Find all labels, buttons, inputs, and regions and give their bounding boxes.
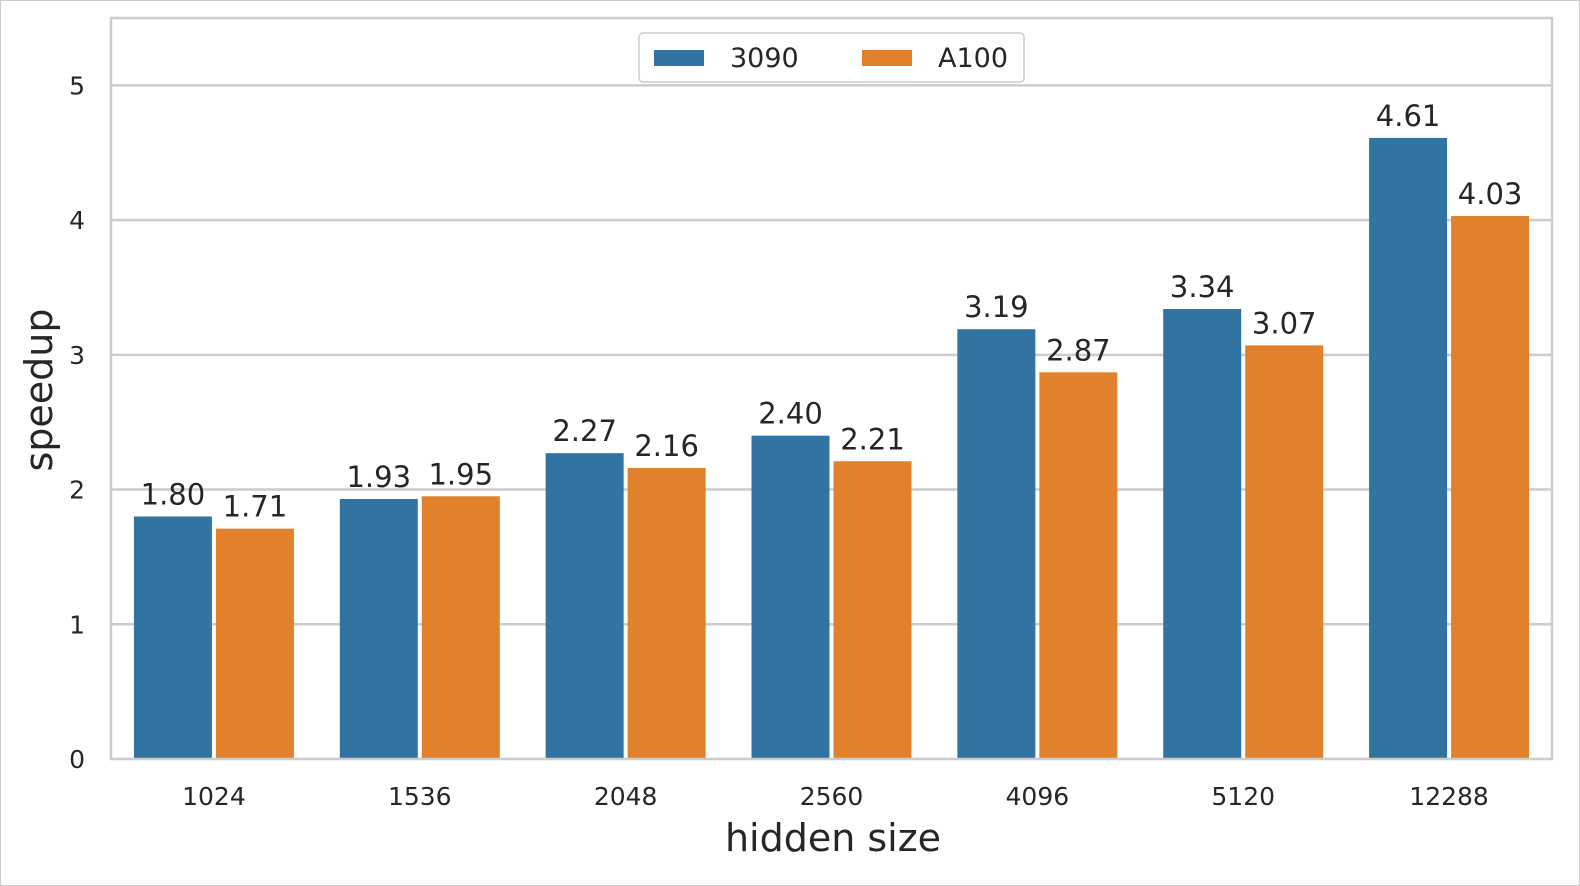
y-tick-label: 0 [69,745,85,774]
legend-frame [638,32,1025,83]
x-tick-label: 1024 [182,782,246,811]
bar-a100-1024 [215,528,294,759]
data-label-a100-12288: 4.03 [1458,177,1523,211]
data-label-3090-12288: 4.61 [1376,99,1441,133]
legend-swatch-a100 [862,50,912,66]
bar-a100-5120 [1245,345,1324,759]
data-label-3090-2048: 2.27 [552,414,617,448]
bar-3090-2560 [751,435,830,759]
legend-label-3090: 3090 [730,43,799,74]
bar-3090-1024 [133,516,212,759]
data-label-a100-4096: 2.87 [1046,333,1111,367]
bar-a100-2048 [627,467,706,759]
data-label-3090-2560: 2.40 [758,397,823,431]
data-label-3090-1024: 1.80 [141,477,206,511]
data-label-a100-2560: 2.21 [840,422,905,456]
bar-a100-4096 [1039,372,1118,759]
legend: 3090 A100 [638,32,1025,83]
bars [133,137,1530,760]
bar-a100-1536 [421,496,500,759]
data-label-a100-5120: 3.07 [1252,306,1317,340]
y-tick-label: 4 [69,206,85,235]
x-tick-label: 4096 [1006,782,1070,811]
x-tick-label: 2560 [800,782,864,811]
bar-a100-2560 [833,461,912,759]
y-tick-label: 2 [69,476,85,505]
data-label-a100-2048: 2.16 [634,429,699,463]
data-label-3090-5120: 3.34 [1170,270,1235,304]
y-axis-title: speedup [17,308,61,471]
x-tick-label: 5120 [1211,782,1275,811]
data-label-3090-4096: 3.19 [964,290,1029,324]
legend-swatch-3090 [654,50,704,66]
y-tick-label: 5 [69,71,85,100]
y-tick-label: 1 [69,610,85,639]
bar-3090-5120 [1163,309,1242,759]
x-tick-label: 1536 [388,782,452,811]
data-labels: 1.80 1.71 1.93 1.95 2.27 2.16 2.40 2.21 3.19 2.87… [141,99,1523,524]
y-axis: 0 1 2 3 4 5 [69,71,85,774]
plot-frame [109,16,1554,761]
bar-3090-4096 [957,329,1036,759]
bar-3090-2048 [545,453,624,759]
bar-3090-12288 [1369,137,1448,759]
x-tick-label: 12288 [1409,782,1489,811]
x-tick-label: 2048 [594,782,658,811]
x-axis: 1024 1536 2048 2560 4096 5120 12288 [182,782,1489,811]
data-label-a100-1024: 1.71 [223,490,288,524]
bar-3090-1536 [339,498,418,759]
x-axis-title: hidden size [725,816,941,860]
bar-a100-12288 [1451,216,1530,760]
data-label-3090-1536: 1.93 [346,460,411,494]
data-label-a100-1536: 1.95 [428,457,493,491]
y-tick-label: 3 [69,341,85,370]
legend-label-a100: A100 [938,43,1008,74]
